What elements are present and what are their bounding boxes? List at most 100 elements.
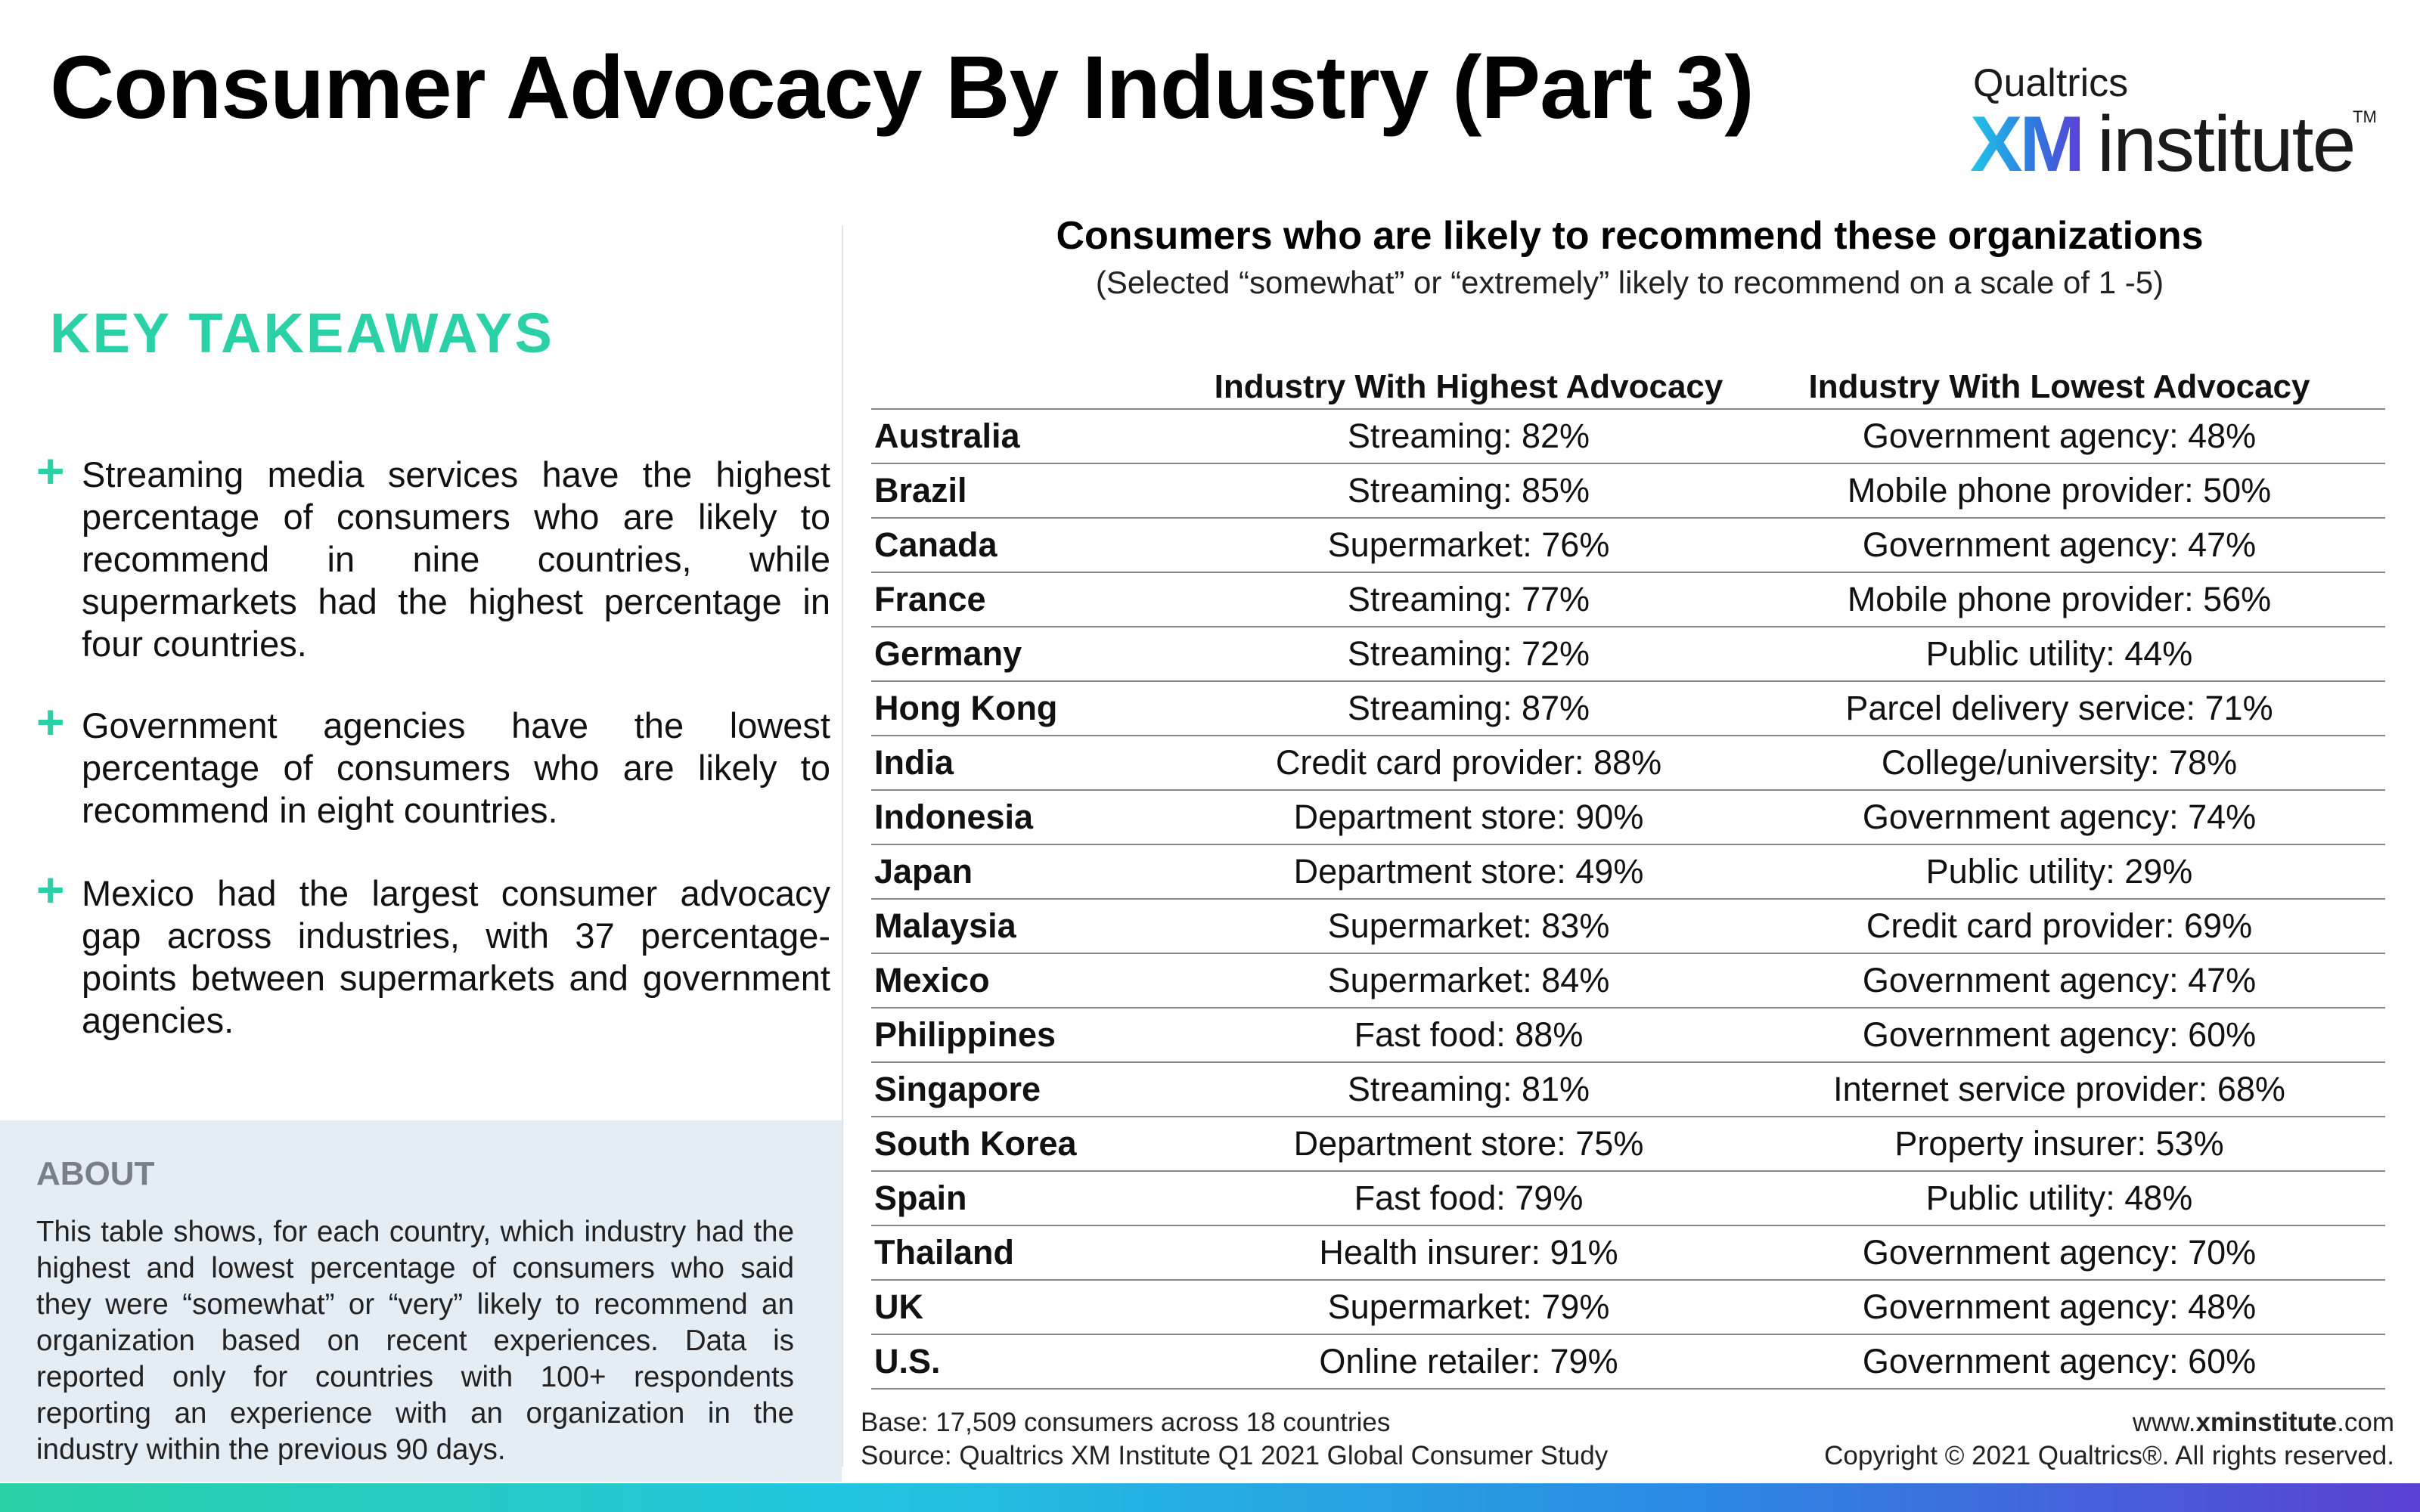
row-lowest-cell: Credit card provider: 69%: [1733, 899, 2385, 954]
row-country-cell: UK: [871, 1280, 1204, 1335]
logo-institute-text: institute: [2097, 101, 2356, 188]
row-lowest-cell: Government agency: 74%: [1733, 790, 2385, 845]
row-highest-cell: Supermarket: 84%: [1204, 953, 1733, 1009]
row-lowest-cell: Mobile phone provider: 50%: [1733, 463, 2385, 519]
row-country-cell: Mexico: [871, 953, 1204, 1009]
table-row: U.S. Online retailer: 79% Government agenc…: [871, 1334, 2385, 1390]
row-highest-cell: Health insurer: 91%: [1204, 1225, 1733, 1281]
row-country-cell: Australia: [871, 409, 1204, 464]
row-lowest-cell: Government agency: 60%: [1733, 1334, 2385, 1390]
row-lowest-cell: Parcel delivery service: 71%: [1733, 681, 2385, 736]
takeaway-text: Government agencies have the lowest perc…: [82, 705, 830, 830]
source-text: Source: Qualtrics XM Institute Q1 2021 G…: [861, 1441, 1609, 1470]
table-row: Japan Department store: 49% Public utility…: [871, 844, 2385, 900]
row-lowest-cell: Public utility: 29%: [1733, 844, 2385, 900]
row-country-cell: Germany: [871, 627, 1204, 682]
row-highest-cell: Fast food: 88%: [1204, 1008, 1733, 1063]
row-lowest-cell: Public utility: 48%: [1733, 1171, 2385, 1226]
row-lowest-cell: Government agency: 47%: [1733, 518, 2385, 573]
key-takeaways-heading: KEY TAKEAWAYS: [50, 302, 554, 364]
website-link[interactable]: www.xminstitute.com: [2132, 1408, 2394, 1437]
header-lowest: Industry With Lowest Advocacy: [1808, 368, 2310, 405]
table-row: India Credit card provider: 88% College/un…: [871, 736, 2385, 791]
table-row: Thailand Health insurer: 91% Government ag…: [871, 1225, 2385, 1281]
row-country-cell: South Korea: [871, 1117, 1204, 1172]
page-title: Consumer Advocacy By Industry (Part 3): [50, 38, 1754, 138]
row-country-cell: Malaysia: [871, 899, 1204, 954]
table-row: Singapore Streaming: 81% Internet service …: [871, 1062, 2385, 1117]
row-highest-cell: Credit card provider: 88%: [1204, 736, 1733, 791]
plus-icon: +: [36, 695, 65, 749]
table-row: UK Supermarket: 79% Government agency: 48%: [871, 1280, 2385, 1335]
row-country-cell: Canada: [871, 518, 1204, 573]
row-lowest-cell: Government agency: 70%: [1733, 1225, 2385, 1281]
row-country-cell: Japan: [871, 844, 1204, 900]
row-highest-cell: Department store: 75%: [1204, 1117, 1733, 1172]
table-row: Canada Supermarket: 76% Government agency:…: [871, 518, 2385, 573]
row-country-cell: Thailand: [871, 1225, 1204, 1281]
plus-icon: +: [36, 863, 65, 917]
takeaway-text: Streaming media services have the highes…: [82, 454, 830, 664]
row-country-cell: Spain: [871, 1171, 1204, 1226]
row-highest-cell: Department store: 49%: [1204, 844, 1733, 900]
row-country-cell: Hong Kong: [871, 681, 1204, 736]
row-country-cell: India: [871, 736, 1204, 791]
row-highest-cell: Supermarket: 83%: [1204, 899, 1733, 954]
table-row: France Streaming: 77% Mobile phone provide…: [871, 572, 2385, 627]
table-row: Indonesia Department store: 90% Government…: [871, 790, 2385, 845]
gradient-footer-bar: [0, 1483, 2420, 1512]
base-text: Base: 17,509 consumers across 18 countri…: [861, 1408, 1391, 1437]
plus-icon: +: [36, 444, 65, 498]
row-lowest-cell: Public utility: 44%: [1733, 627, 2385, 682]
logo-trademark: TM: [2353, 107, 2377, 126]
row-country-cell: U.S.: [871, 1334, 1204, 1390]
table-row: Hong Kong Streaming: 87% Parcel delivery s…: [871, 681, 2385, 736]
xm-institute-logo: Qualtrics XM institute TM: [1970, 60, 2377, 188]
row-highest-cell: Online retailer: 79%: [1204, 1334, 1733, 1390]
table-header-row: Industry With Highest Advocacy Industry …: [871, 325, 2385, 409]
row-highest-cell: Supermarket: 76%: [1204, 518, 1733, 573]
table-row: Mexico Supermarket: 84% Government agency:…: [871, 953, 2385, 1009]
table-row: Australia Streaming: 82% Government agency…: [871, 409, 2385, 464]
row-country-cell: Brazil: [871, 463, 1204, 519]
row-lowest-cell: Property insurer: 53%: [1733, 1117, 2385, 1172]
header-highest: Industry With Highest Advocacy: [1214, 368, 1723, 405]
about-heading: ABOUT: [36, 1155, 155, 1192]
row-highest-cell: Streaming: 81%: [1204, 1062, 1733, 1117]
logo-qualtrics-text: Qualtrics: [1973, 61, 2129, 105]
table-row: Spain Fast food: 79% Public utility: 48%: [871, 1171, 2385, 1226]
row-highest-cell: Streaming: 82%: [1204, 409, 1733, 464]
logo-xm-text: XM: [1970, 101, 2085, 188]
row-lowest-cell: College/university: 78%: [1733, 736, 2385, 791]
row-country-cell: France: [871, 572, 1204, 627]
row-lowest-cell: Internet service provider: 68%: [1733, 1062, 2385, 1117]
row-country-cell: Singapore: [871, 1062, 1204, 1117]
row-lowest-cell: Government agency: 48%: [1733, 1280, 2385, 1335]
column-divider: [842, 225, 843, 1467]
row-highest-cell: Streaming: 87%: [1204, 681, 1733, 736]
about-text: This table shows, for each country, whic…: [36, 1216, 794, 1466]
table-row: South Korea Department store: 75% Property…: [871, 1117, 2385, 1172]
copyright-text: Copyright © 2021 Qualtrics®. All rights …: [1824, 1441, 2394, 1470]
takeaway-text: Mexico had the largest consumer advocacy…: [82, 873, 830, 1040]
row-highest-cell: Streaming: 72%: [1204, 627, 1733, 682]
table-row: Philippines Fast food: 88% Government agen…: [871, 1008, 2385, 1063]
advocacy-table: Industry With Highest Advocacy Industry …: [871, 325, 2385, 1390]
credits: www.xminstitute.com Copyright © 2021 Qua…: [1824, 1406, 2394, 1473]
row-highest-cell: Supermarket: 79%: [1204, 1280, 1733, 1335]
row-highest-cell: Streaming: 85%: [1204, 463, 1733, 519]
table-title: Consumers who are likely to recommend th…: [1056, 214, 2204, 258]
about-panel: ABOUT This table shows, for each country…: [0, 1120, 842, 1482]
table-row: Malaysia Supermarket: 83% Credit card prov…: [871, 899, 2385, 954]
row-highest-cell: Department store: 90%: [1204, 790, 1733, 845]
row-highest-cell: Streaming: 77%: [1204, 572, 1733, 627]
table-row: Germany Streaming: 72% Public utility: 44%: [871, 627, 2385, 682]
header-country: [871, 325, 1204, 409]
table-subtitle: (Selected “somewhat” or “extremely” like…: [1095, 265, 2164, 300]
row-lowest-cell: Government agency: 47%: [1733, 953, 2385, 1009]
row-country-cell: Philippines: [871, 1008, 1204, 1063]
row-lowest-cell: Government agency: 60%: [1733, 1008, 2385, 1063]
row-lowest-cell: Government agency: 48%: [1733, 409, 2385, 464]
row-lowest-cell: Mobile phone provider: 56%: [1733, 572, 2385, 627]
table-row: Brazil Streaming: 85% Mobile phone provide…: [871, 463, 2385, 519]
